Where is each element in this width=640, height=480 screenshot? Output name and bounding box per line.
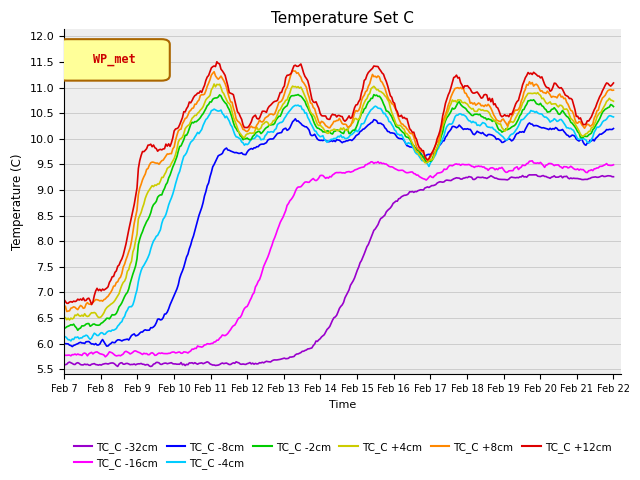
TC_C -16cm xyxy=(279,215,287,220)
TC_C +12cm xyxy=(88,301,95,307)
TC_C -16cm xyxy=(241,306,248,312)
TC_C -8cm xyxy=(462,126,470,132)
TC_C -16cm xyxy=(127,350,135,356)
TC_C -4cm xyxy=(462,114,470,120)
TC_C -32cm xyxy=(126,362,134,368)
TC_C -4cm xyxy=(460,112,467,118)
TC_C -4cm xyxy=(241,142,248,148)
TC_C +12cm xyxy=(213,59,221,65)
TC_C -2cm xyxy=(460,104,467,110)
TC_C -2cm xyxy=(408,142,416,147)
TC_C -16cm xyxy=(610,162,618,168)
TC_C -16cm xyxy=(529,158,536,164)
TC_C -8cm xyxy=(291,116,299,122)
TC_C -4cm xyxy=(60,334,68,340)
TC_C -32cm xyxy=(525,172,533,178)
TC_C -4cm xyxy=(279,119,287,124)
TC_C +4cm xyxy=(280,100,288,106)
TC_C -32cm xyxy=(60,362,68,368)
TC_C +4cm xyxy=(462,100,470,106)
TC_C +8cm xyxy=(408,131,416,136)
TC_C -8cm xyxy=(68,344,76,349)
TC_C -8cm xyxy=(610,126,618,132)
TC_C -16cm xyxy=(60,352,68,358)
TC_C -32cm xyxy=(458,176,466,182)
TC_C +8cm xyxy=(60,303,68,309)
Y-axis label: Temperature (C): Temperature (C) xyxy=(11,153,24,250)
TC_C -4cm xyxy=(408,144,416,150)
TC_C -4cm xyxy=(610,114,618,120)
TC_C -2cm xyxy=(610,104,618,109)
TC_C +8cm xyxy=(289,68,296,73)
Line: TC_C -8cm: TC_C -8cm xyxy=(64,119,614,347)
TC_C -8cm xyxy=(408,144,416,150)
TC_C -16cm xyxy=(407,169,415,175)
TC_C +8cm xyxy=(63,309,70,314)
Line: TC_C +4cm: TC_C +4cm xyxy=(64,84,614,320)
TC_C -4cm xyxy=(67,338,75,344)
TC_C -32cm xyxy=(279,356,287,361)
TC_C -2cm xyxy=(462,106,470,112)
TC_C +4cm xyxy=(242,132,250,138)
Legend: TC_C -32cm, TC_C -16cm, TC_C -8cm, TC_C -4cm, TC_C -2cm, TC_C +4cm, TC_C +8cm, T: TC_C -32cm, TC_C -16cm, TC_C -8cm, TC_C … xyxy=(69,437,616,473)
TC_C -2cm xyxy=(127,276,135,282)
TC_C +4cm xyxy=(211,81,218,87)
TC_C +4cm xyxy=(610,98,618,104)
Line: TC_C +12cm: TC_C +12cm xyxy=(64,62,614,304)
Line: TC_C -2cm: TC_C -2cm xyxy=(64,95,614,330)
TC_C -32cm xyxy=(407,189,415,195)
Title: Temperature Set C: Temperature Set C xyxy=(271,11,414,26)
TC_C -32cm xyxy=(610,174,618,180)
TC_C +12cm xyxy=(242,125,250,131)
TC_C +8cm xyxy=(279,96,287,101)
TC_C -16cm xyxy=(458,161,466,167)
TC_C -2cm xyxy=(60,325,68,331)
TC_C +8cm xyxy=(460,85,467,91)
TC_C +8cm xyxy=(241,127,248,133)
Line: TC_C -16cm: TC_C -16cm xyxy=(64,161,614,357)
X-axis label: Time: Time xyxy=(329,400,356,409)
TC_C +12cm xyxy=(462,83,470,89)
TC_C -8cm xyxy=(60,341,68,347)
TC_C -2cm xyxy=(294,92,302,97)
TC_C -32cm xyxy=(461,175,468,181)
TC_C +4cm xyxy=(408,140,416,146)
TC_C +12cm xyxy=(408,130,416,135)
TC_C -16cm xyxy=(102,354,109,360)
TC_C +12cm xyxy=(610,80,618,86)
Line: TC_C -4cm: TC_C -4cm xyxy=(64,105,614,341)
TC_C +12cm xyxy=(60,297,68,302)
TC_C +12cm xyxy=(127,215,135,220)
TC_C -16cm xyxy=(461,162,468,168)
TC_C -32cm xyxy=(241,361,248,367)
Text: WP_met: WP_met xyxy=(93,53,136,66)
TC_C +4cm xyxy=(127,259,135,264)
TC_C -2cm xyxy=(279,107,287,112)
TC_C +4cm xyxy=(460,100,467,106)
Line: TC_C -32cm: TC_C -32cm xyxy=(64,175,614,366)
TC_C -32cm xyxy=(147,363,155,369)
TC_C +12cm xyxy=(460,85,467,91)
TC_C -8cm xyxy=(279,127,287,132)
TC_C +8cm xyxy=(610,87,618,93)
TC_C +4cm xyxy=(60,315,68,321)
TC_C +4cm xyxy=(66,317,74,323)
TC_C -2cm xyxy=(241,136,248,142)
TC_C -4cm xyxy=(294,102,302,108)
TC_C +8cm xyxy=(127,239,135,244)
TC_C -8cm xyxy=(241,152,248,157)
TC_C +8cm xyxy=(462,91,470,96)
TC_C -4cm xyxy=(127,304,135,310)
Line: TC_C +8cm: TC_C +8cm xyxy=(64,71,614,312)
TC_C -2cm xyxy=(74,327,82,333)
TC_C -8cm xyxy=(460,127,467,132)
TC_C -8cm xyxy=(127,333,135,338)
FancyBboxPatch shape xyxy=(58,39,170,81)
TC_C +12cm xyxy=(280,83,288,89)
